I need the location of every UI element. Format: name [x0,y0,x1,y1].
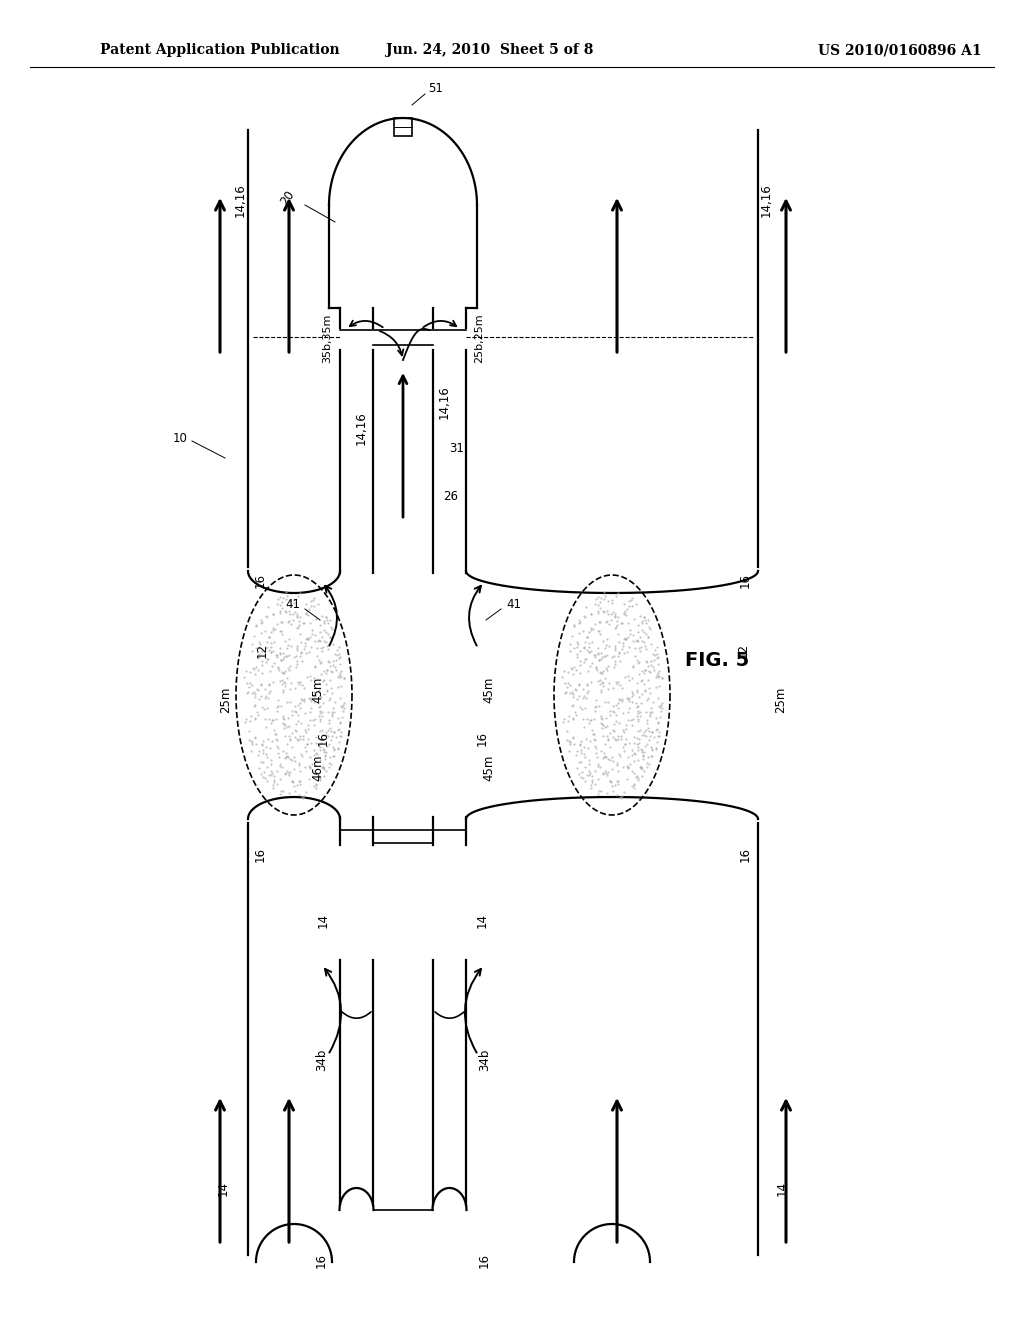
Text: 41: 41 [506,598,521,611]
Text: 14: 14 [317,912,330,928]
Bar [394,117,412,136]
Text: 16: 16 [739,847,752,862]
Text: 20: 20 [279,189,298,207]
Text: 45m: 45m [482,755,495,781]
Text: 14: 14 [776,1180,790,1196]
Text: 16: 16 [317,730,330,746]
Text: 12: 12 [256,643,269,657]
Text: 26: 26 [443,490,458,503]
Text: 51: 51 [428,82,442,95]
Text: 35b,35m: 35b,35m [322,313,332,363]
Text: 14,16: 14,16 [760,183,772,216]
Text: 34b: 34b [478,1049,490,1072]
Text: 46m: 46m [311,755,324,781]
Text: 25m: 25m [219,686,232,713]
Text: 25b,25m: 25b,25m [474,313,484,363]
Text: 16: 16 [476,730,489,746]
Text: 41: 41 [285,598,300,611]
Text: US 2010/0160896 A1: US 2010/0160896 A1 [818,44,982,57]
Text: 45m: 45m [311,677,324,704]
Text: 16: 16 [315,1253,328,1267]
Text: 16: 16 [254,573,267,587]
Text: Patent Application Publication: Patent Application Publication [100,44,340,57]
Text: 31: 31 [449,441,464,454]
Text: 25m: 25m [774,686,787,713]
Text: FIG. 5: FIG. 5 [685,651,750,669]
Text: 34b: 34b [315,1049,328,1072]
Text: 14: 14 [476,912,489,928]
Text: 10: 10 [173,432,188,445]
Text: 14,16: 14,16 [438,385,451,418]
Text: Jun. 24, 2010  Sheet 5 of 8: Jun. 24, 2010 Sheet 5 of 8 [386,44,594,57]
Text: 16: 16 [739,573,752,587]
Text: 12: 12 [737,643,750,657]
Text: 16: 16 [254,847,267,862]
Text: 45m: 45m [482,677,495,704]
Text: 14,16: 14,16 [233,183,247,216]
Text: 14: 14 [217,1180,230,1196]
Text: 14,16: 14,16 [355,411,368,445]
Text: 16: 16 [478,1253,490,1267]
